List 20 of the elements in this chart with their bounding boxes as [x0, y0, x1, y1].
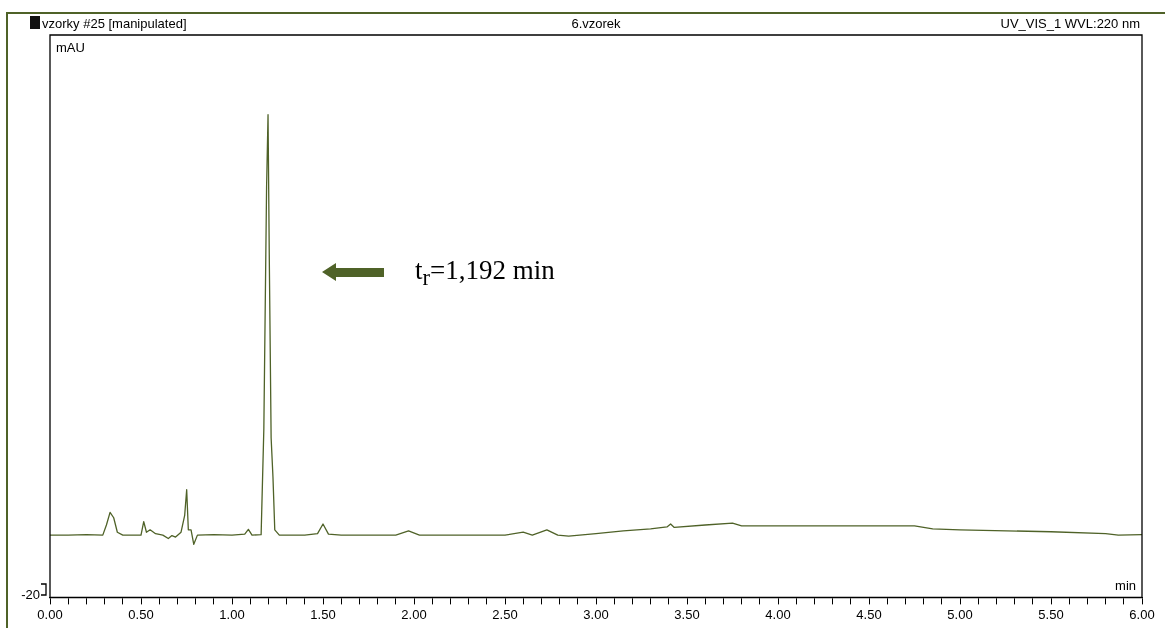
- x-tick-label: 1.50: [310, 606, 336, 622]
- x-tick-label: 2.00: [401, 606, 427, 622]
- y-axis-title: mAU: [56, 39, 85, 55]
- x-tick-label: 5.50: [1038, 606, 1064, 622]
- x-tick-label: 0.00: [37, 606, 63, 622]
- text: vzorky #25 [manipulated]: [42, 15, 187, 31]
- x-tick-label: 6.00: [1129, 606, 1155, 622]
- annotation: t$_{r}$=1,192 min: [415, 255, 555, 292]
- x-tick-label: 5.00: [947, 606, 973, 622]
- x-tick-label: 2.50: [492, 606, 518, 622]
- x-tick-label: 4.50: [856, 606, 882, 622]
- text: UV_VIS_1 WVL:220 nm: [1000, 15, 1140, 31]
- x-tick-label: 1.00: [219, 606, 245, 622]
- x-tick-label: 4.00: [765, 606, 791, 622]
- x-tick-label: 0.50: [128, 606, 154, 622]
- x-tick-label: 3.50: [674, 606, 700, 622]
- text: -20: [21, 586, 40, 602]
- chart-title: 6.vzorek: [571, 15, 622, 31]
- x-axis-title: min: [1115, 577, 1136, 593]
- x-tick-label: 3.00: [583, 606, 609, 622]
